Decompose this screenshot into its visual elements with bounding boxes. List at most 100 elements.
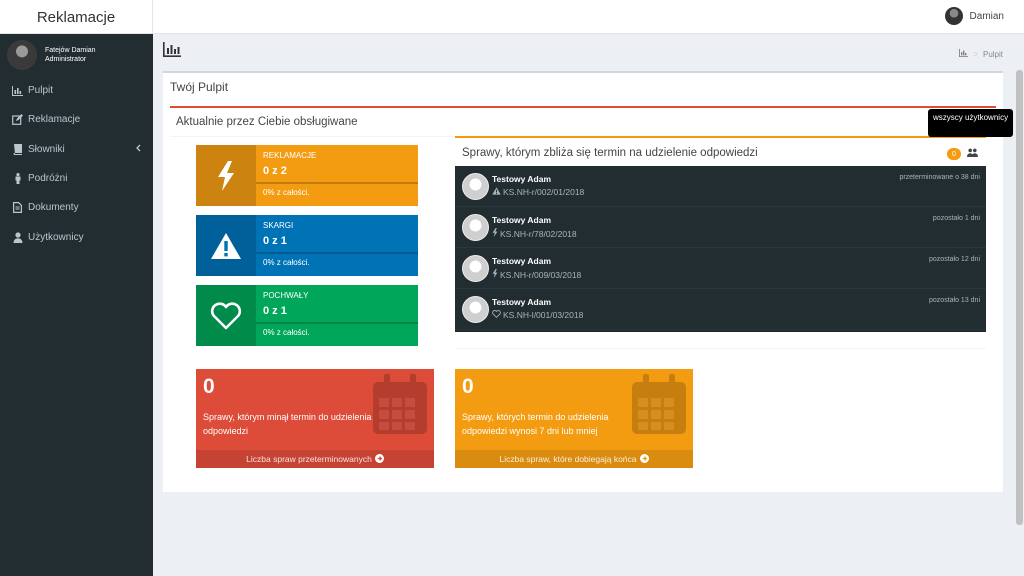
list-item-case: KS.NH-r/002/01/2018 <box>492 187 584 197</box>
info-box-label: REKLAMACJE <box>263 151 317 160</box>
sidebar-item-label: Użytkownicy <box>28 231 84 243</box>
case-number: KS.NH-r/78/02/2018 <box>500 228 577 239</box>
warning-icon <box>492 187 501 197</box>
bar-chart-icon[interactable] <box>959 49 969 59</box>
small-box-footer-label: Liczba spraw przeterminowanych <box>246 454 372 464</box>
small-box-overdue: 0 Sprawy, którym minął termin do udziele… <box>196 369 434 468</box>
info-box-number: 0 z 1 <box>263 235 287 247</box>
info-box-reklamacje[interactable]: REKLAMACJE 0 z 2 0% z całości. <box>196 145 418 206</box>
divider <box>455 348 986 349</box>
chevron-left-icon <box>135 144 141 155</box>
list-item-name: Testowy Adam <box>492 256 552 266</box>
top-header: Reklamacje Damian <box>0 0 1024 34</box>
sidebar-item-label: Pulpit <box>28 85 54 97</box>
list-item-status: pozostało 12 dni <box>929 256 980 263</box>
list-item-case: KS.NH-l/001/03/2018 <box>492 310 583 320</box>
user-avatar <box>944 7 963 25</box>
user-role: Administrator <box>45 56 87 63</box>
sidebar-item-reklamacje[interactable]: Reklamacje <box>0 105 153 134</box>
app-brand[interactable]: Reklamacje <box>0 0 153 34</box>
info-box-label: SKARGI <box>263 221 294 230</box>
avatar <box>462 173 489 200</box>
info-box-progress <box>256 252 418 254</box>
breadcrumb-current: Pulpit <box>982 49 1003 59</box>
sidebar-item-podrozni[interactable]: Podróżni <box>0 164 153 193</box>
breadcrumb-separator: > <box>973 49 978 59</box>
info-box-body: POCHWAŁY 0 z 1 0% z całości. <box>256 285 418 346</box>
bolt-icon <box>492 269 498 280</box>
list-item-case: KS.NH-r/009/03/2018 <box>492 269 581 280</box>
list-item-status: pozostało 13 dni <box>929 297 980 304</box>
user-icon <box>12 232 23 243</box>
small-box-ending: 0 Sprawy, których termin do udzielenia o… <box>455 369 693 468</box>
case-number: KS.NH-r/009/03/2018 <box>500 269 582 280</box>
info-box-progress <box>256 182 418 184</box>
bolt-icon <box>492 228 498 239</box>
user-full-name: Fatejów Damian <box>45 47 96 54</box>
heart-icon <box>492 310 501 320</box>
case-number: KS.NH-r/002/01/2018 <box>503 187 585 197</box>
small-box-footer-label: Liczba spraw, które dobiegają końca <box>499 454 637 464</box>
info-box-number: 0 z 1 <box>263 305 287 317</box>
users-icon[interactable] <box>967 148 978 160</box>
list-item-case: KS.NH-r/78/02/2018 <box>492 228 577 239</box>
breadcrumb: > Pulpit <box>959 49 1003 59</box>
scrollbar[interactable] <box>1015 34 1024 576</box>
small-box-footer-link[interactable]: Liczba spraw przeterminowanych <box>196 450 434 468</box>
avatar <box>462 214 489 241</box>
deadlines-panel: Sprawy, którym zbliża się termin na udzi… <box>455 136 986 348</box>
bar-chart-icon <box>12 85 23 96</box>
edit-icon <box>12 114 23 126</box>
users-tooltip: wszyscy użytkownicy <box>928 109 1013 137</box>
sidebar-item-label: Dokumenty <box>28 202 79 214</box>
user-menu[interactable]: Damian <box>944 7 1004 25</box>
sidebar-item-label: Podróżni <box>28 173 68 185</box>
deadlines-list: Testowy Adam KS.NH-r/002/01/2018 przeter… <box>455 166 986 332</box>
page-header-icon <box>163 42 181 60</box>
small-box-text: Sprawy, którym minął termin do udzieleni… <box>203 412 372 436</box>
sidebar: Fatejów Damian Administrator Pulpit Rekl… <box>0 34 153 576</box>
small-box-number: 0 <box>203 375 215 398</box>
list-item[interactable]: Testowy Adam KS.NH-l/001/03/2018 pozosta… <box>455 289 986 330</box>
info-box-body: REKLAMACJE 0 z 2 0% z całości. <box>256 145 418 206</box>
info-box-skargi[interactable]: SKARGI 0 z 1 0% z całości. <box>196 215 418 276</box>
list-item-name: Testowy Adam <box>492 297 552 307</box>
calendar-icon <box>371 374 429 439</box>
book-icon <box>12 143 23 155</box>
user-menu-name: Damian <box>969 10 1004 22</box>
section-title: Aktualnie przez Ciebie obsługiwane <box>176 116 358 128</box>
info-box-pochwaly[interactable]: POCHWAŁY 0 z 1 0% z całości. <box>196 285 418 346</box>
sidebar-item-label: Słowniki <box>28 143 65 155</box>
file-icon <box>12 202 23 214</box>
page-title: Twój Pulpit <box>170 80 229 94</box>
list-item-name: Testowy Adam <box>492 174 552 184</box>
bolt-icon <box>196 145 256 206</box>
warning-icon <box>196 215 256 276</box>
sidebar-item-pulpit[interactable]: Pulpit <box>0 76 153 105</box>
info-box-body: SKARGI 0 z 1 0% z całości. <box>256 215 418 276</box>
sidebar-item-dokumenty[interactable]: Dokumenty <box>0 193 153 222</box>
small-box-number: 0 <box>462 375 474 398</box>
deadlines-count-badge: 0 <box>947 148 961 160</box>
list-item-status: przeterminowane o 38 dni <box>899 174 980 181</box>
info-box-desc: 0% z całości. <box>263 328 310 337</box>
small-box-text: Sprawy, których termin do udzielenia odp… <box>462 412 609 436</box>
avatar <box>7 40 37 70</box>
list-item-name: Testowy Adam <box>492 215 552 225</box>
list-item-status: pozostało 1 dni <box>932 215 980 222</box>
sidebar-item-uzytkownicy[interactable]: Użytkownicy <box>0 222 153 251</box>
deadlines-title: Sprawy, którym zbliża się termin na udzi… <box>462 147 758 159</box>
sidebar-item-label: Reklamacje <box>28 114 81 126</box>
info-box-desc: 0% z całości. <box>263 188 310 197</box>
list-item[interactable]: Testowy Adam KS.NH-r/009/03/2018 pozosta… <box>455 248 986 289</box>
sidebar-item-slowniki[interactable]: Słowniki <box>0 135 153 164</box>
divider <box>170 106 996 108</box>
heart-icon <box>196 285 256 346</box>
list-item[interactable]: Testowy Adam KS.NH-r/78/02/2018 pozostał… <box>455 207 986 248</box>
scrollbar-thumb[interactable] <box>1016 70 1023 525</box>
small-box-footer-link[interactable]: Liczba spraw, które dobiegają końca <box>455 450 693 468</box>
list-item[interactable]: Testowy Adam KS.NH-r/002/01/2018 przeter… <box>455 166 986 207</box>
dashboard-box: Twój Pulpit Aktualnie przez Ciebie obsłu… <box>163 71 1003 492</box>
calendar-icon <box>630 374 688 439</box>
avatar <box>462 255 489 282</box>
